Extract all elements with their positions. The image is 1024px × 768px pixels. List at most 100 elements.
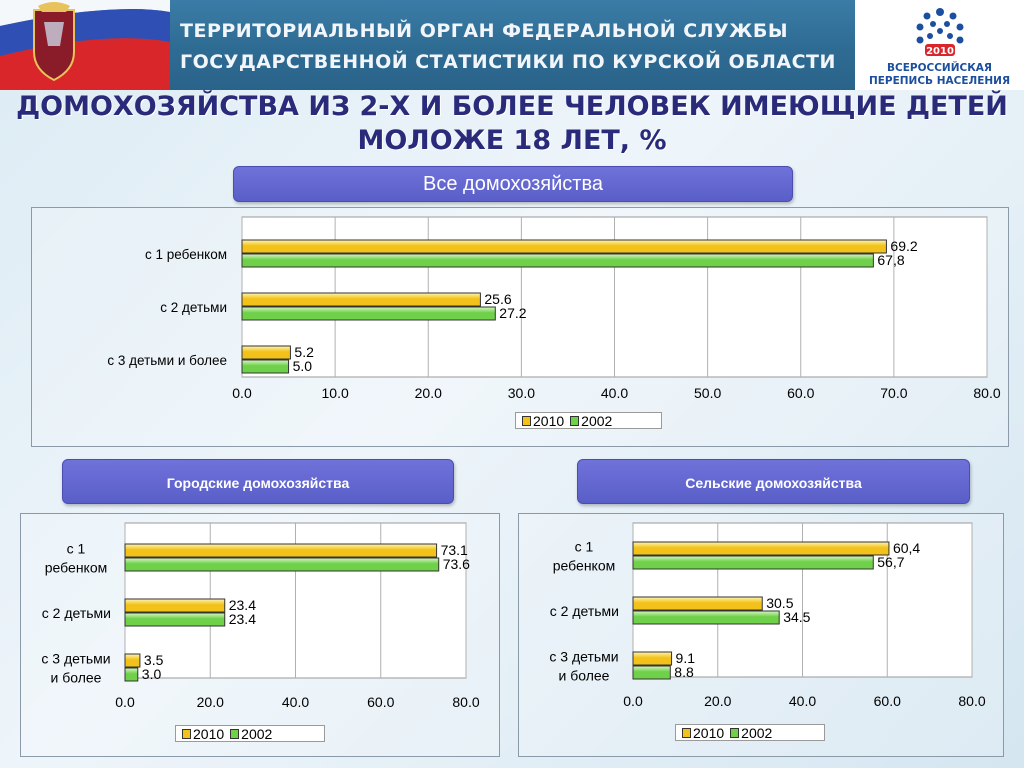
chart-title-urban: Городские домохозяйства bbox=[62, 459, 454, 504]
x-tick-label: 0.0 bbox=[623, 693, 643, 709]
x-tick-label: 40.0 bbox=[789, 693, 816, 709]
data-label-2010: 23.4 bbox=[229, 597, 256, 613]
chart-title-all: Все домохозяйства bbox=[233, 166, 793, 202]
legend-label: 2002 bbox=[581, 412, 613, 429]
x-tick-label: 20.0 bbox=[415, 385, 442, 401]
x-tick-label: 80.0 bbox=[958, 693, 985, 709]
coat-of-arms-icon bbox=[33, 2, 75, 82]
bar-2010-1 bbox=[632, 596, 763, 611]
y-category-label: с 1 ребенком bbox=[145, 247, 227, 262]
y-category-label: с 2 детьми bbox=[42, 605, 111, 621]
y-category-label: с 2 детьми bbox=[550, 603, 619, 619]
x-tick-label: 0.0 bbox=[232, 385, 252, 401]
legend-swatch-icon bbox=[522, 415, 531, 426]
x-tick-label: 30.0 bbox=[508, 385, 535, 401]
x-tick-label: 40.0 bbox=[282, 694, 309, 710]
bar-2010-0 bbox=[124, 543, 438, 558]
legend-label: 2010 bbox=[193, 725, 225, 742]
chart-panel-urban: 0.0 20.0 40.0 60.0 80.0 с 1 ребенком 73.1 73.6 с … bbox=[20, 513, 500, 757]
bar-2010-1 bbox=[124, 598, 226, 613]
data-label-2002: 23.4 bbox=[229, 611, 256, 627]
legend-rural: 2010 2002 bbox=[675, 724, 825, 741]
data-label-2010: 25.6 bbox=[484, 291, 511, 307]
x-tick-label: 20.0 bbox=[704, 693, 731, 709]
x-tick-label: 60.0 bbox=[787, 385, 814, 401]
logo-line2: ПЕРЕПИСЬ НАСЕЛЕНИЯ bbox=[868, 75, 1011, 87]
logo-line1: ВСЕРОССИЙСКАЯ bbox=[887, 62, 992, 74]
header-line2: ГОСУДАРСТВЕННОЙ СТАТИСТИКИ ПО КУРСКОЙ ОБ… bbox=[180, 51, 836, 73]
x-tick-label: 60.0 bbox=[874, 693, 901, 709]
bar-2002-2 bbox=[124, 667, 139, 682]
data-label-2002: 34.5 bbox=[783, 609, 810, 625]
bar-2002-0 bbox=[241, 253, 874, 268]
bar-2010-2 bbox=[241, 345, 291, 360]
legend-item-2010: 2010 bbox=[682, 725, 724, 741]
bar-2002-0 bbox=[632, 555, 874, 570]
chart-all-households: 0.0 10.0 20.0 30.0 40.0 50.0 60.0 70.0 80.0 с 1 р… bbox=[107, 216, 1001, 401]
legend-swatch-icon bbox=[682, 727, 691, 738]
chart-panel-all: 0.0 10.0 20.0 30.0 40.0 50.0 60.0 70.0 80.0 с 1 р… bbox=[31, 207, 1009, 447]
bar-2002-2 bbox=[632, 665, 671, 680]
legend-urban: 2010 2002 bbox=[175, 725, 325, 742]
bar-2010-2 bbox=[632, 651, 673, 666]
y-category-label: и более bbox=[559, 668, 610, 684]
bar-2002-1 bbox=[124, 612, 226, 627]
y-category-label: ребенком bbox=[45, 560, 108, 576]
chart-urban-households: 0.0 20.0 40.0 60.0 80.0 с 1 ребенком 73.173.6 с … bbox=[41, 522, 480, 710]
legend-swatch-icon bbox=[182, 728, 191, 739]
chart-panel-rural: 0.0 20.0 40.0 60.0 80.0 с 1 ребенком 60,4 56,7 с … bbox=[518, 513, 1004, 757]
bar-2010-1 bbox=[241, 292, 481, 307]
legend-label: 2010 bbox=[533, 412, 565, 429]
data-label-2002: 73.6 bbox=[443, 556, 470, 572]
legend-swatch-icon bbox=[230, 728, 240, 739]
chart-rural-households: 0.0 20.0 40.0 60.0 80.0 с 1 ребенком 60,456,7 с … bbox=[549, 522, 986, 709]
legend-item-2010: 2010 bbox=[522, 413, 564, 429]
data-label-2010: 60,4 bbox=[893, 540, 920, 556]
header-banner: ТЕРРИТОРИАЛЬНЫЙ ОРГАН ФЕДЕРАЛЬНОЙ СЛУЖБЫ… bbox=[0, 0, 855, 90]
legend-label: 2002 bbox=[741, 724, 773, 741]
data-label-2010: 69.2 bbox=[890, 238, 917, 254]
y-category-label: и более bbox=[51, 670, 102, 686]
census-logo-icon: 2010 bbox=[916, 8, 964, 57]
legend-swatch-icon bbox=[730, 727, 740, 738]
russian-flag-icon bbox=[0, 0, 170, 90]
data-label-2002: 8.8 bbox=[674, 664, 694, 680]
census-logo: 2010 ВСЕРОССИЙСКАЯ ПЕРЕПИСЬ НАСЕЛЕНИЯ bbox=[855, 0, 1024, 90]
data-label-2010: 30.5 bbox=[766, 595, 793, 611]
data-label-2002: 67,8 bbox=[877, 252, 904, 268]
legend-item-2002: 2002 bbox=[230, 726, 272, 742]
legend-all: 2010 2002 bbox=[515, 412, 662, 429]
page-title: ДОМОХОЗЯЙСТВА ИЗ 2-Х И БОЛЕЕ ЧЕЛОВЕК ИМЕ… bbox=[0, 90, 1024, 158]
x-tick-label: 60.0 bbox=[367, 694, 394, 710]
legend-item-2002: 2002 bbox=[570, 413, 612, 429]
chart-title-rural: Сельские домохозяйства bbox=[577, 459, 970, 504]
y-category-label: с 3 детьми bbox=[41, 651, 110, 667]
logo-year: 2010 bbox=[926, 46, 954, 57]
data-label-2010: 3.5 bbox=[144, 652, 164, 668]
data-label-2002: 5.0 bbox=[293, 358, 313, 374]
legend-item-2002: 2002 bbox=[730, 725, 772, 741]
data-label-2002: 27.2 bbox=[499, 305, 526, 321]
x-tick-label: 20.0 bbox=[197, 694, 224, 710]
y-category-label: с 1 bbox=[67, 541, 86, 557]
y-category-label: с 3 детьми bbox=[549, 649, 618, 665]
legend-label: 2010 bbox=[693, 724, 725, 741]
data-label-2010: 5.2 bbox=[294, 344, 314, 360]
legend-swatch-icon bbox=[570, 415, 580, 426]
header-line1: ТЕРРИТОРИАЛЬНЫЙ ОРГАН ФЕДЕРАЛЬНОЙ СЛУЖБЫ bbox=[180, 20, 789, 42]
y-category-label: с 3 детьми и более bbox=[107, 353, 227, 368]
legend-item-2010: 2010 bbox=[182, 726, 224, 742]
y-category-label: с 2 детьми bbox=[160, 300, 227, 315]
data-label-2002: 56,7 bbox=[877, 554, 904, 570]
bar-2002-0 bbox=[124, 557, 440, 572]
x-tick-label: 10.0 bbox=[322, 385, 349, 401]
data-label-2010: 73.1 bbox=[441, 542, 468, 558]
x-tick-label: 80.0 bbox=[452, 694, 479, 710]
bar-2002-2 bbox=[241, 359, 290, 374]
bar-2002-1 bbox=[632, 610, 780, 625]
x-tick-label: 0.0 bbox=[115, 694, 135, 710]
bar-2002-1 bbox=[241, 306, 496, 321]
title-line2: МОЛОЖЕ 18 ЛЕТ, % bbox=[357, 125, 667, 156]
data-label-2002: 3.0 bbox=[142, 666, 162, 682]
bar-2010-2 bbox=[124, 653, 141, 668]
